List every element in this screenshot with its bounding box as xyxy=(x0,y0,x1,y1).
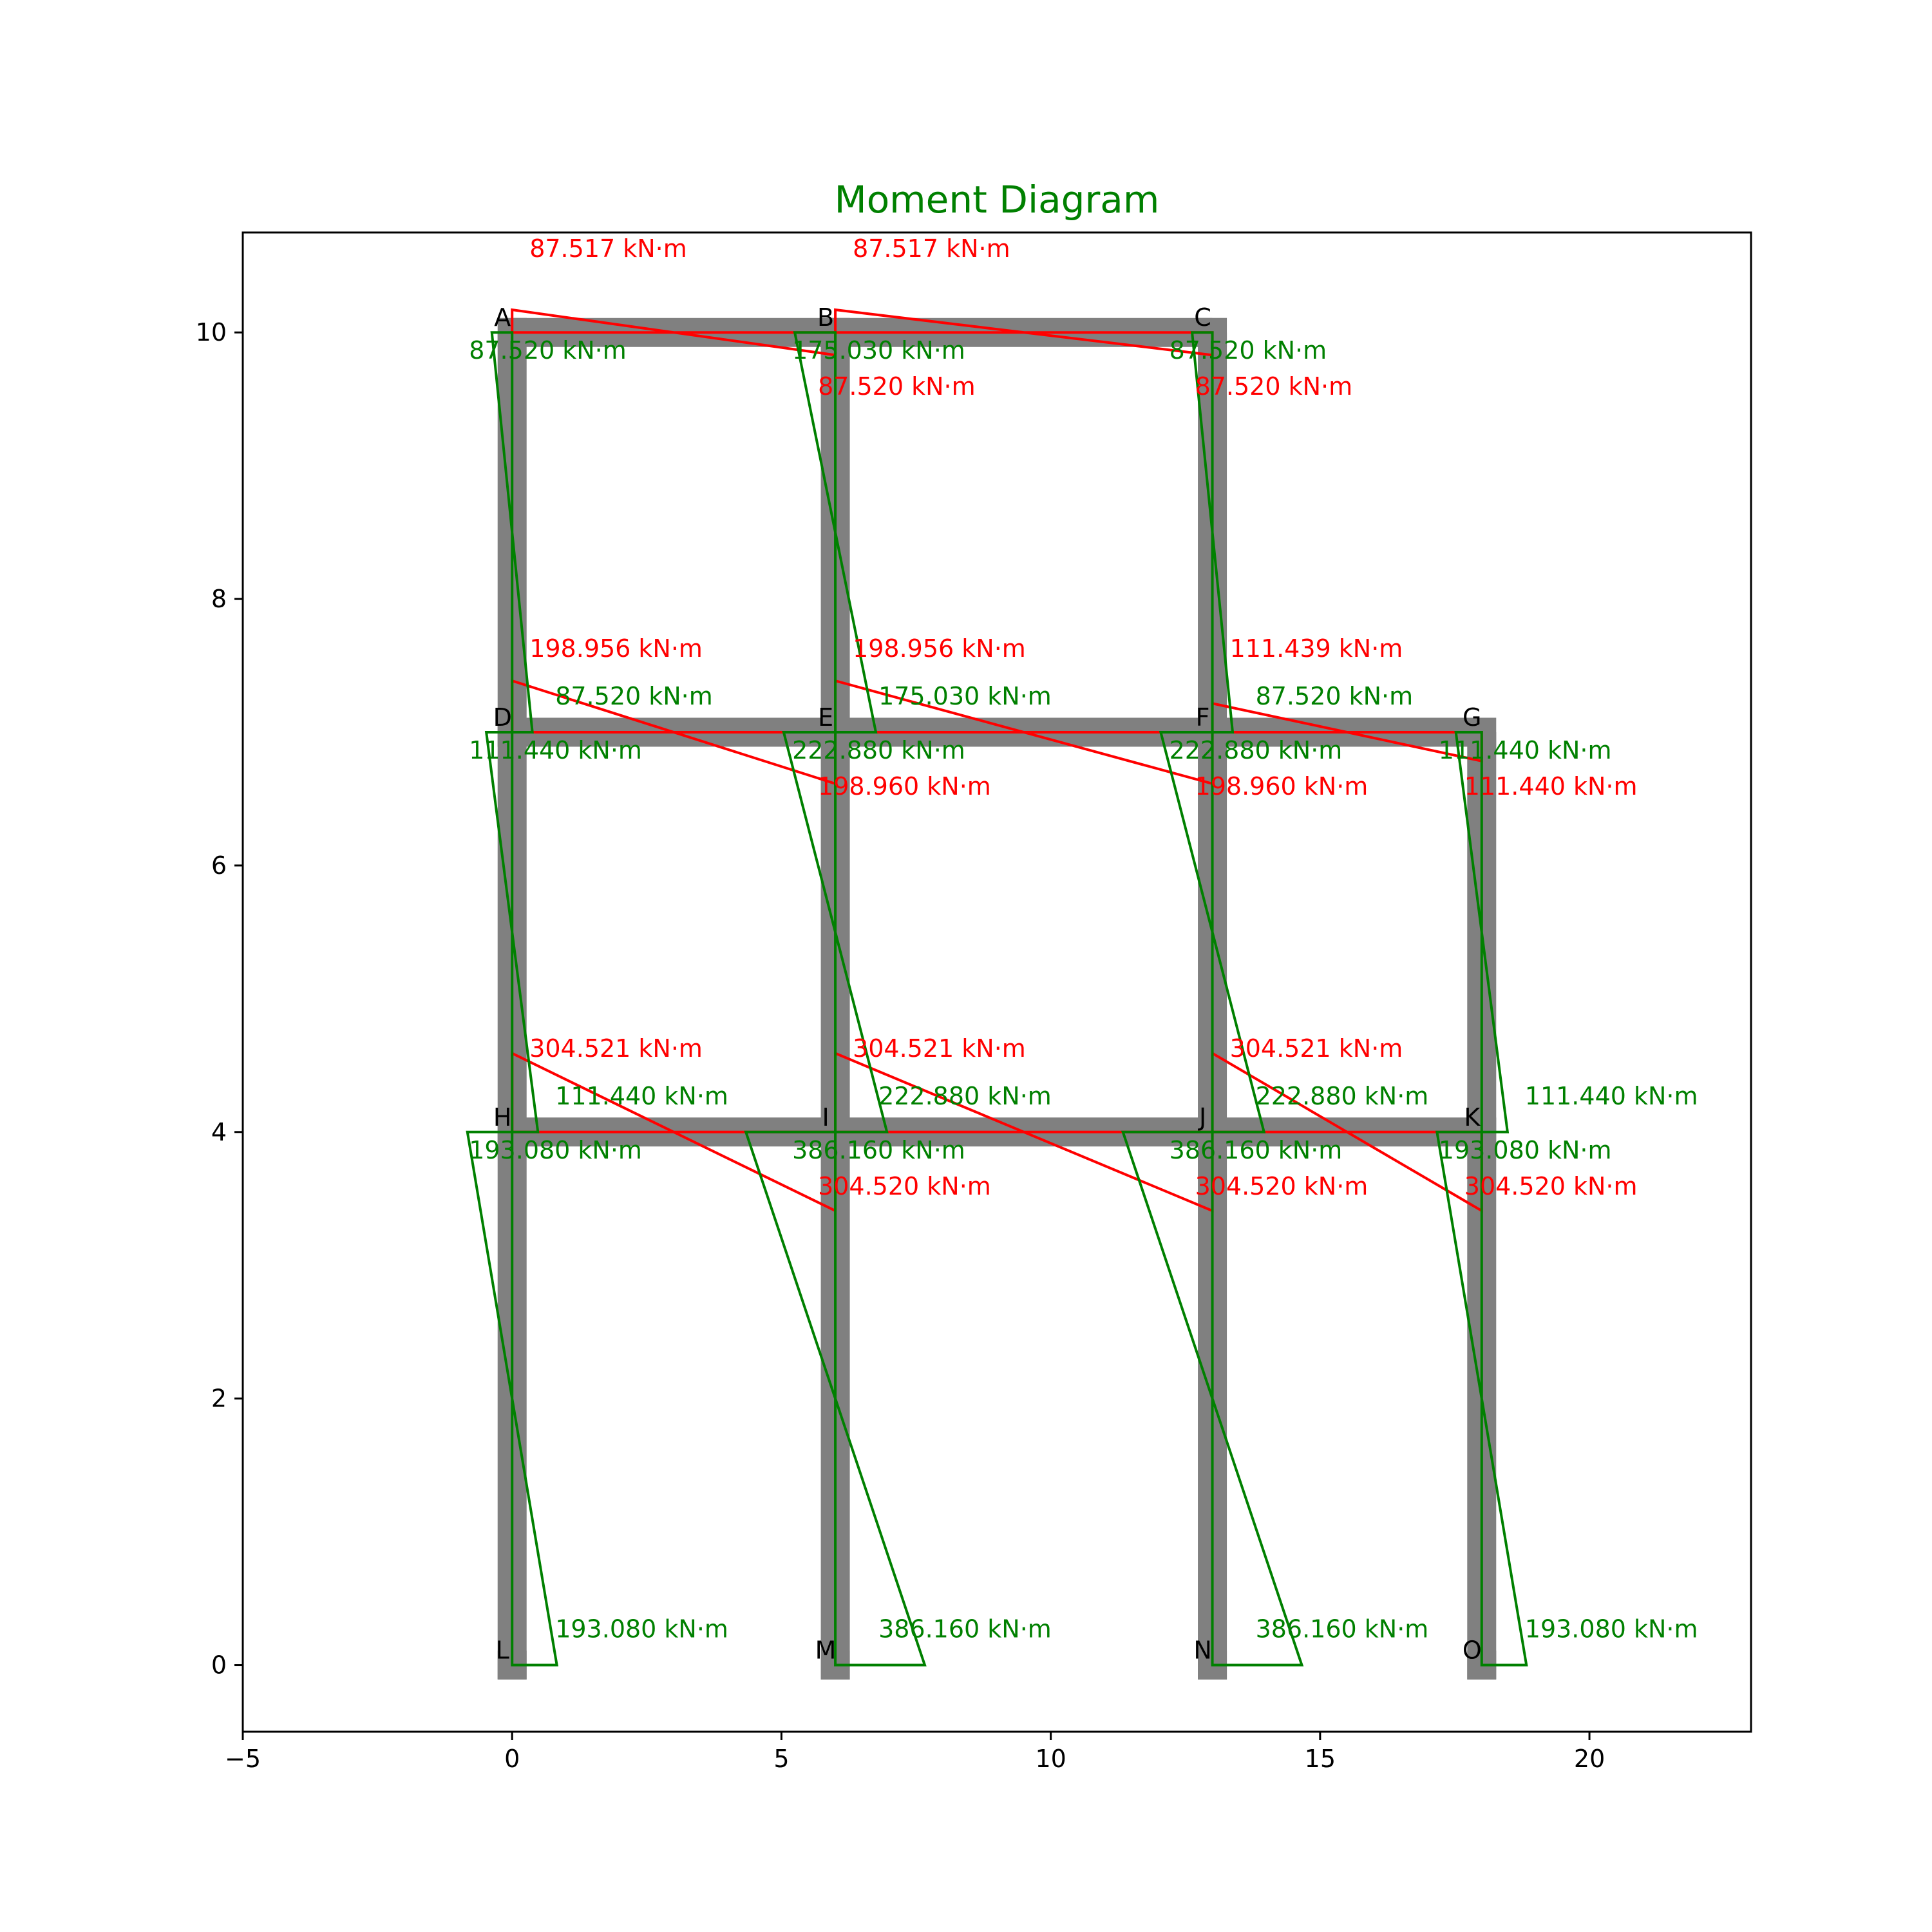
column-moment-c-f xyxy=(1190,331,1235,734)
node-label-n: N xyxy=(1193,1636,1211,1665)
column-moment-f-j xyxy=(1159,731,1266,1133)
moment-labels-layer: 87.517 kN·m 87.520 kN·m 87.517 kN·m 87.520 … xyxy=(469,234,1698,1643)
y-tick-label: 4 xyxy=(211,1118,227,1146)
node-label-b: B xyxy=(817,303,834,332)
column-moment-label-k-o-bottom: 193.080 kN·m xyxy=(1525,1615,1698,1643)
node-labels-layer: A B C D E F G H I J K L M N O xyxy=(493,303,1482,1664)
beam-moment-label-f-g-end: 111.440 kN·m xyxy=(1464,772,1638,800)
beam-moment-label-h-i-end: 304.520 kN·m xyxy=(818,1172,991,1200)
column-moment-label-i-m-bottom: 386.160 kN·m xyxy=(878,1615,1052,1643)
node-label-i: I xyxy=(822,1103,829,1132)
node-label-h: H xyxy=(493,1103,512,1132)
column-moment-label-e-i-top: 222.880 kN·m xyxy=(792,736,965,764)
column-moment-label-f-j-bottom: 222.880 kN·m xyxy=(1256,1082,1429,1110)
node-label-l: L xyxy=(496,1636,509,1665)
node-label-e: E xyxy=(818,703,833,732)
x-tick-label: −5 xyxy=(225,1745,261,1773)
y-tick-label: 0 xyxy=(211,1651,227,1680)
column-moment-label-h-l-top: 193.080 kN·m xyxy=(469,1136,642,1164)
column-moment-h-l xyxy=(466,1130,559,1667)
y-tick-label: 8 xyxy=(211,585,227,613)
node-label-m: M xyxy=(815,1636,837,1665)
column-moment-label-k-o-top: 193.080 kN·m xyxy=(1439,1136,1612,1164)
column-moment-label-d-h-top: 111.440 kN·m xyxy=(469,736,642,764)
beam-moment-label-b-c-end: 87.520 kN·m xyxy=(1195,372,1353,401)
node-label-k: K xyxy=(1464,1103,1481,1132)
node-label-a: A xyxy=(494,303,511,332)
chart-title: Moment Diagram xyxy=(835,178,1160,222)
node-label-d: D xyxy=(493,703,512,732)
column-moment-label-b-e-top: 175.030 kN·m xyxy=(792,336,965,365)
column-moment-label-b-e-bottom: 175.030 kN·m xyxy=(878,682,1052,710)
beam-moment-label-e-f-start: 198.956 kN·m xyxy=(853,634,1026,663)
beam-moment-label-a-b-start: 87.517 kN·m xyxy=(529,234,687,263)
x-tick-label: 20 xyxy=(1574,1745,1605,1773)
beam-moment-label-d-e-end: 198.960 kN·m xyxy=(818,772,991,800)
beam-moment-label-b-c-start: 87.517 kN·m xyxy=(853,234,1010,263)
node-label-g: G xyxy=(1463,703,1481,732)
column-moment-label-a-d-bottom: 87.520 kN·m xyxy=(555,682,713,710)
node-label-o: O xyxy=(1463,1636,1482,1665)
y-tick-label: 2 xyxy=(211,1385,227,1413)
beam-moment-label-j-k-end: 304.520 kN·m xyxy=(1464,1172,1638,1200)
node-label-f: F xyxy=(1196,703,1210,732)
column-moment-label-g-k-top: 111.440 kN·m xyxy=(1439,736,1612,764)
column-moment-label-i-m-top: 386.160 kN·m xyxy=(792,1136,965,1164)
column-moment-label-a-d-top: 87.520 kN·m xyxy=(469,336,627,365)
plot-area-frame xyxy=(242,231,1752,1733)
x-tick-label: 5 xyxy=(773,1745,789,1773)
column-moment-label-c-f-top: 87.520 kN·m xyxy=(1170,336,1327,365)
column-moment-label-f-j-top: 222.880 kN·m xyxy=(1170,736,1343,764)
y-tick-label: 6 xyxy=(211,851,227,880)
axes-layer: −5 0 5 10 15 20 0 2 4 6 8 10 xyxy=(196,231,1752,1773)
x-tick-label: 15 xyxy=(1305,1745,1336,1773)
beam-moment-label-d-e-start: 198.956 kN·m xyxy=(529,634,703,663)
beam-moment-label-i-j-start: 304.521 kN·m xyxy=(853,1034,1026,1063)
beam-moment-label-h-i-start: 304.521 kN·m xyxy=(529,1034,703,1063)
column-moment-label-d-h-bottom: 111.440 kN·m xyxy=(555,1082,728,1110)
column-moment-d-h xyxy=(484,731,540,1133)
column-moment-label-g-k-bottom: 111.440 kN·m xyxy=(1525,1082,1698,1110)
x-tick-label: 0 xyxy=(504,1745,520,1773)
x-tick-label: 10 xyxy=(1035,1745,1066,1773)
column-moment-g-k xyxy=(1454,731,1510,1133)
column-moment-label-j-n-bottom: 386.160 kN·m xyxy=(1256,1615,1429,1643)
column-moment-a-d xyxy=(490,331,534,734)
column-moment-label-e-i-bottom: 222.880 kN·m xyxy=(878,1082,1052,1110)
y-tick-label: 10 xyxy=(196,318,227,346)
beam-moment-label-i-j-end: 304.520 kN·m xyxy=(1195,1172,1368,1200)
beam-moment-label-a-b-end: 87.520 kN·m xyxy=(818,372,976,401)
beam-moment-label-f-g-start: 111.439 kN·m xyxy=(1230,634,1403,663)
node-label-j: J xyxy=(1198,1103,1206,1132)
column-moment-label-c-f-bottom: 87.520 kN·m xyxy=(1256,682,1414,710)
column-moment-label-h-l-bottom: 193.080 kN·m xyxy=(555,1615,728,1643)
beam-moment-label-e-f-end: 198.960 kN·m xyxy=(1195,772,1368,800)
beam-moment-label-j-k-start: 304.521 kN·m xyxy=(1230,1034,1403,1063)
column-moment-layer xyxy=(466,331,1528,1667)
column-moment-i-m xyxy=(744,1130,927,1667)
column-moment-label-j-n-top: 386.160 kN·m xyxy=(1170,1136,1343,1164)
column-moment-k-o xyxy=(1435,1130,1528,1667)
node-label-c: C xyxy=(1194,303,1211,332)
column-moment-b-e xyxy=(793,331,878,734)
column-moment-e-i xyxy=(782,731,889,1133)
column-moment-j-n xyxy=(1121,1130,1304,1667)
